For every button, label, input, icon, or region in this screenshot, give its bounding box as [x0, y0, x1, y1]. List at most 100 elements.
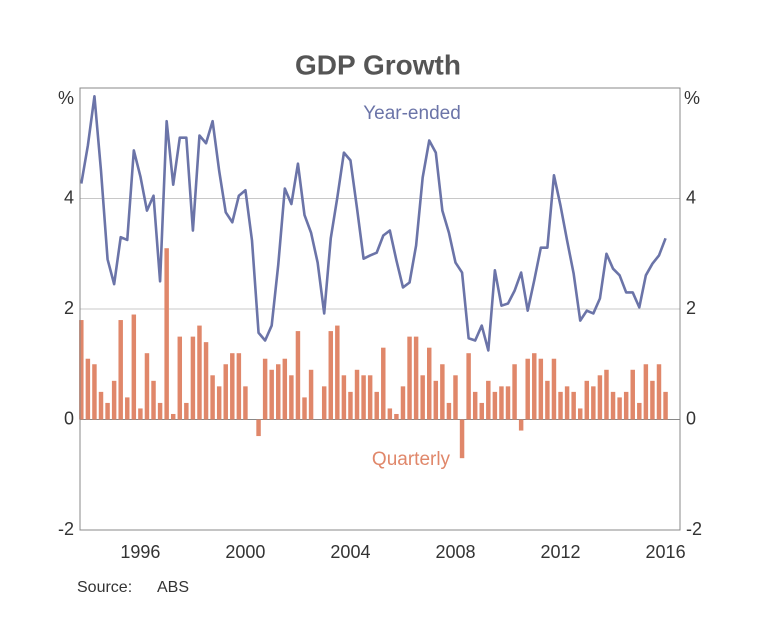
bar [394, 413, 399, 420]
bar [466, 353, 471, 420]
x-tick-label: 2008 [435, 542, 475, 562]
bar [328, 331, 333, 420]
bar [262, 358, 268, 420]
bar [459, 419, 465, 459]
bar [98, 391, 104, 420]
bar [440, 364, 445, 420]
bar [367, 375, 373, 420]
bar [190, 336, 196, 420]
bar [525, 358, 530, 420]
bar [348, 391, 353, 420]
bar [105, 402, 110, 420]
bar [144, 353, 150, 420]
y-tick-label: -2 [58, 519, 74, 539]
bar [197, 325, 202, 420]
y-unit-left: % [58, 88, 74, 108]
series-label: Year-ended [363, 103, 461, 124]
bar [492, 391, 498, 420]
series-label: Quarterly [372, 449, 451, 470]
x-tick-label: 2012 [541, 542, 581, 562]
y2-tick-label: 2 [686, 298, 696, 318]
bar [276, 364, 281, 420]
bar [85, 358, 91, 420]
bar [269, 369, 274, 420]
x-tick-label: 1996 [120, 542, 160, 562]
y2-tick-label: 0 [686, 408, 696, 428]
bar [236, 353, 242, 420]
bar [157, 402, 163, 420]
bar [335, 325, 340, 420]
bar [479, 402, 484, 420]
bar [131, 314, 137, 420]
bar [413, 336, 419, 420]
bar [433, 380, 439, 420]
bar [203, 342, 209, 420]
bar [472, 391, 478, 420]
bar [643, 364, 649, 420]
bar [256, 419, 261, 437]
bar [564, 386, 570, 420]
x-tick-label: 2016 [646, 542, 686, 562]
bar [571, 391, 576, 420]
bar [617, 397, 622, 420]
bar [387, 408, 393, 420]
bar [577, 408, 583, 420]
bar [118, 320, 123, 420]
bar [400, 386, 406, 420]
bar [295, 331, 301, 420]
bar [210, 375, 215, 420]
bar [505, 386, 511, 420]
bar [230, 353, 235, 420]
bar [591, 386, 596, 420]
bar [407, 336, 412, 420]
bar [184, 402, 189, 420]
bar [656, 364, 662, 420]
x-tick-label: 2000 [225, 542, 265, 562]
bar [223, 364, 228, 420]
bar [111, 380, 117, 420]
bar [532, 353, 537, 420]
y-unit-right: % [684, 88, 700, 108]
bar [518, 419, 524, 431]
y2-tick-label: 4 [686, 187, 696, 207]
bar [381, 347, 386, 420]
bar [597, 375, 603, 420]
bar [374, 391, 379, 420]
bar [623, 391, 629, 420]
y-tick-label: 4 [64, 187, 74, 207]
source-label: Source: [77, 579, 132, 596]
bar [453, 375, 458, 420]
bar [125, 397, 130, 420]
bar [663, 391, 668, 420]
bar [243, 386, 248, 420]
bar [551, 358, 557, 420]
x-tick-label: 2004 [330, 542, 370, 562]
bar [610, 391, 616, 420]
bar [308, 369, 314, 420]
y-tick-label: 0 [64, 408, 74, 428]
bar [584, 380, 590, 420]
bar [321, 386, 327, 420]
bar [177, 336, 183, 420]
bar [558, 391, 563, 420]
bar [341, 375, 347, 420]
bar [637, 402, 642, 420]
bar [486, 380, 491, 420]
bar [499, 386, 504, 420]
bar [512, 364, 517, 420]
bar [354, 369, 360, 420]
y-tick-label: 2 [64, 298, 74, 318]
bar [164, 248, 169, 420]
bar [138, 408, 143, 420]
bar [302, 397, 307, 420]
bar [79, 320, 84, 420]
bar [446, 402, 452, 420]
bar [420, 375, 425, 420]
bar [216, 386, 222, 420]
bar [630, 369, 635, 420]
bar [92, 364, 97, 420]
bar [361, 375, 366, 420]
source: ABS [157, 579, 189, 596]
